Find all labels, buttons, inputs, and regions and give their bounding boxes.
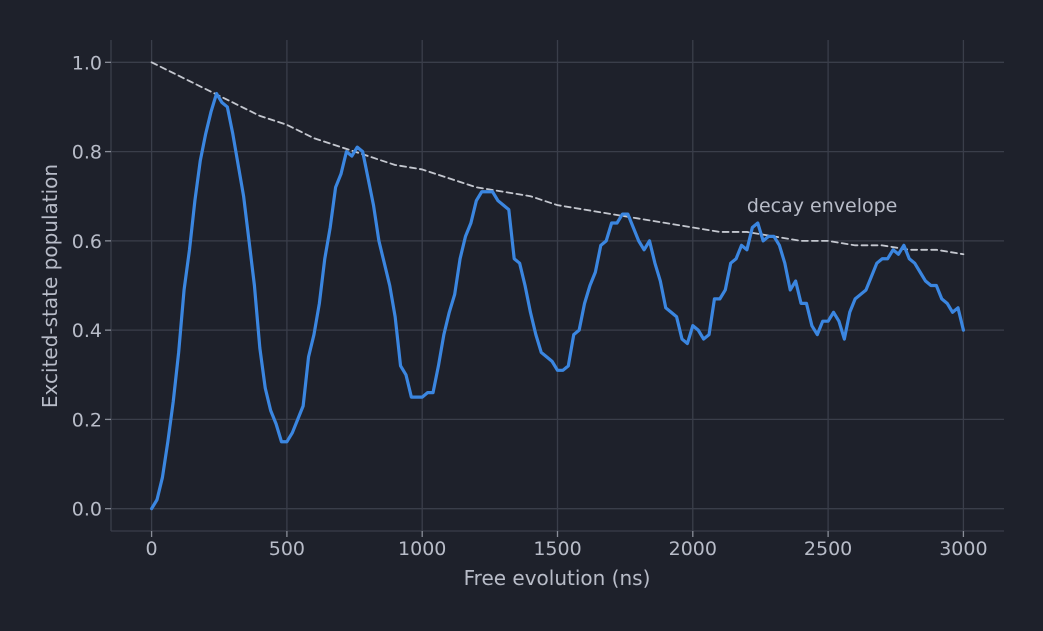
ticks: 0 500 1000 1500 2000 2500 3000 0.0 0.2 0.4 0.6 0.8 1… xyxy=(72,52,988,560)
x-tick-label: 0 xyxy=(146,538,158,560)
y-tick-label: 0.8 xyxy=(72,142,102,164)
envelope-line xyxy=(150,61,965,256)
y-tick-label: 0.2 xyxy=(72,409,102,431)
y-tick-label: 0.6 xyxy=(72,231,102,253)
y-tick-label: 0.0 xyxy=(72,499,102,521)
series xyxy=(149,61,966,511)
x-tick-label: 500 xyxy=(269,538,305,560)
population-line xyxy=(149,91,966,511)
annotation-label: decay envelope xyxy=(747,195,897,217)
x-tick-label: 2000 xyxy=(669,538,717,560)
y-axis-label: Excited-state population xyxy=(38,164,62,408)
annotations: decay envelope xyxy=(747,195,897,217)
y-tick-label: 1.0 xyxy=(72,52,102,74)
x-tick-label: 1500 xyxy=(533,538,581,560)
grid xyxy=(111,40,1004,531)
x-axis-label: Free evolution (ns) xyxy=(464,566,651,590)
x-tick-label: 3000 xyxy=(939,538,987,560)
x-tick-label: 2500 xyxy=(804,538,852,560)
x-tick-label: 1000 xyxy=(398,538,446,560)
y-tick-label: 0.4 xyxy=(72,320,102,342)
